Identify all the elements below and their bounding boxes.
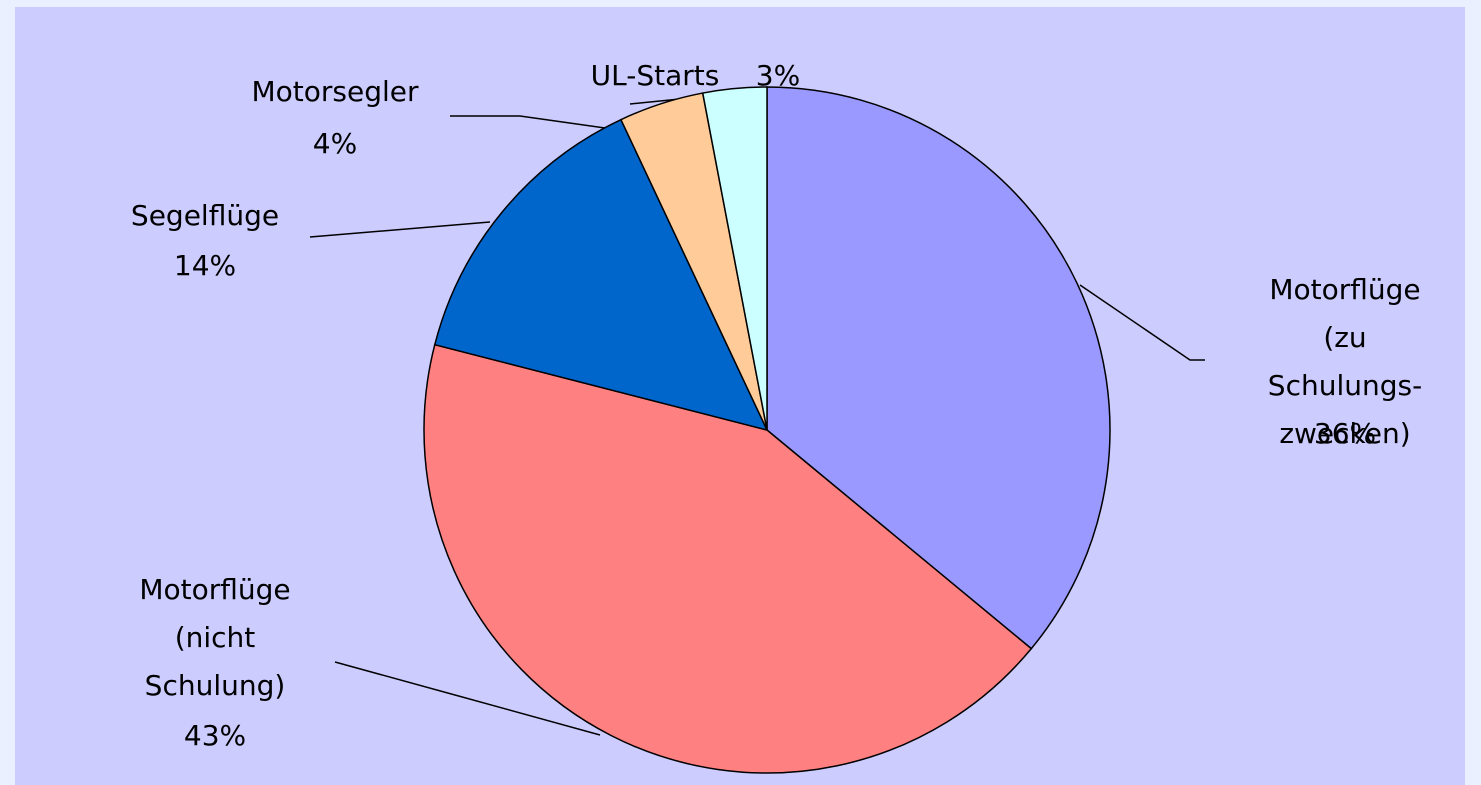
- value-label: 3%: [755, 59, 801, 92]
- leader-line: [334, 661, 601, 736]
- leader-line: [450, 115, 606, 129]
- slice-label: Motorsegler: [251, 75, 419, 108]
- pie-slice: [766, 86, 1111, 650]
- value-label: 4%: [312, 127, 358, 160]
- pie: [423, 86, 1111, 774]
- leader-lines: [309, 97, 1205, 736]
- leader-line: [309, 221, 491, 238]
- slice-label: Motorflüge (nicht Schulung): [139, 573, 291, 702]
- leader-line: [1079, 284, 1205, 361]
- pie-slice: [423, 343, 1033, 774]
- slice-label: Motorflüge (zu Schulungs- zwecken): [1267, 273, 1423, 450]
- slice-label: UL-Starts: [590, 59, 720, 92]
- pie-slice: [433, 118, 769, 432]
- value-label: 36%: [1313, 417, 1377, 450]
- slice-label: Segelflüge: [130, 199, 280, 232]
- value-label: 43%: [183, 719, 247, 752]
- value-label: 14%: [173, 249, 237, 282]
- pie-slice: [701, 86, 768, 431]
